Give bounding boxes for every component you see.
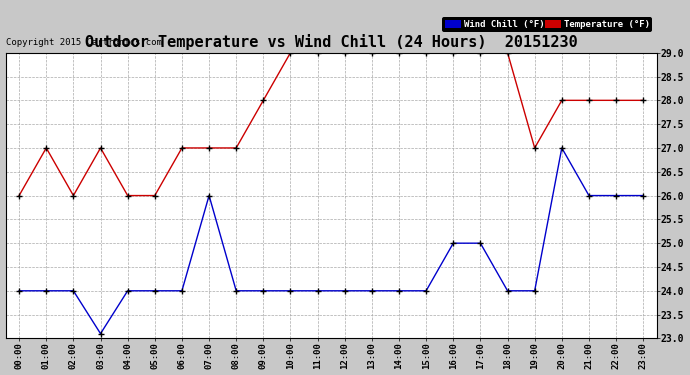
- Legend: Wind Chill (°F), Temperature (°F): Wind Chill (°F), Temperature (°F): [442, 17, 652, 32]
- Title: Outdoor Temperature vs Wind Chill (24 Hours)  20151230: Outdoor Temperature vs Wind Chill (24 Ho…: [85, 34, 578, 50]
- Text: Copyright 2015 Cartronics.com: Copyright 2015 Cartronics.com: [6, 38, 161, 47]
